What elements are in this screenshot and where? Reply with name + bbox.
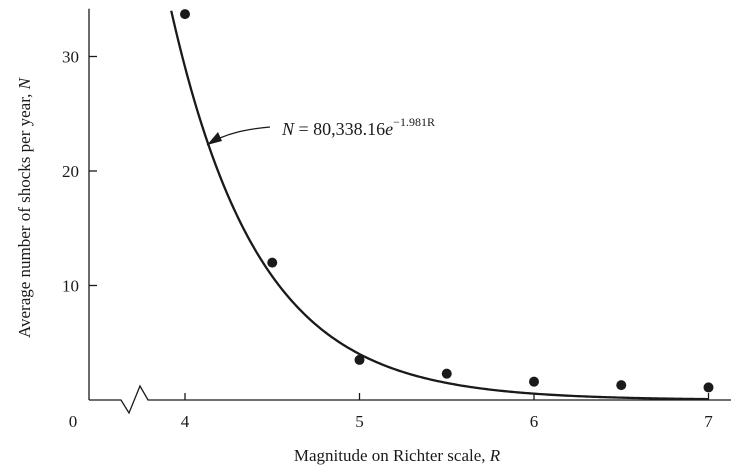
x-tick-label-7: 7 [704,412,713,431]
annotation-arrowhead [207,132,222,145]
data-point-7 [703,382,714,393]
fit-curve [170,10,709,401]
y-tick-label-10: 10 [62,277,79,296]
data-point-3 [354,354,365,365]
data-point-4 [441,368,452,379]
origin-label: 0 [69,412,78,431]
equation-exponent: −1.981R [393,115,435,129]
y-axis-title: Average number of shocks per year, N [15,76,34,338]
data-point-2 [267,257,278,268]
data-points [180,9,714,393]
equation-lhs: = 80,338.16 [294,119,385,139]
y-tick-label-30: 30 [62,48,79,67]
data-point-1 [180,9,190,20]
y-tick-label-20: 20 [62,162,79,181]
equation-annotation: N = 80,338.16e−1.981R [281,115,435,139]
x-axis-title: Magnitude on Richter scale, R [294,446,501,465]
data-point-5 [529,376,539,387]
y-ticks: 10 20 30 [62,48,97,296]
axes [88,8,731,415]
x-axis-line [89,384,731,415]
x-tick-label-5: 5 [355,412,364,431]
data-point-6 [616,380,627,391]
equation-base: e [385,119,393,139]
x-tick-label-4: 4 [181,412,190,431]
x-tick-label-6: 6 [530,412,539,431]
